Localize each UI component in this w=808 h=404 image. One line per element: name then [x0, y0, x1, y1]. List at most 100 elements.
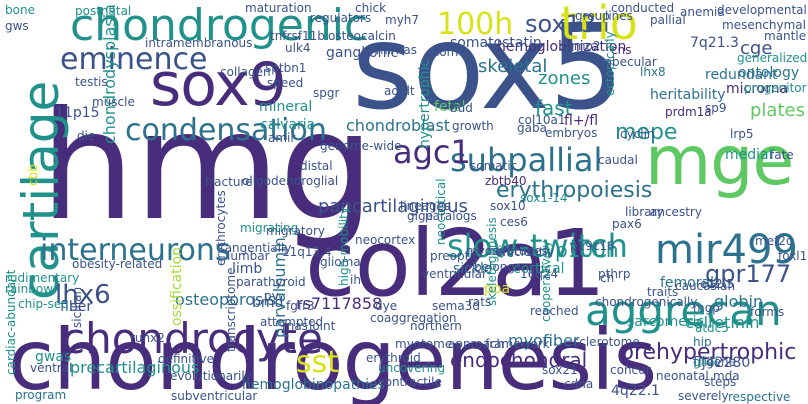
- word-glge: glge: [407, 209, 433, 223]
- word-mge: mge: [645, 122, 794, 201]
- word-forms: forms: [750, 305, 785, 319]
- word-interneurons: interneurons: [40, 233, 231, 268]
- word-chondrogenic: chondrogenic: [70, 0, 369, 51]
- word-calvaria: calvaria: [260, 117, 316, 133]
- word-testis: testis: [75, 75, 108, 89]
- word-ancestry: ancestry: [650, 205, 702, 219]
- word-chondrocyte: chondrocyte: [62, 314, 323, 363]
- word-sox5: sox5: [352, 0, 624, 136]
- word-7q21-3: 7q21.3: [690, 35, 739, 51]
- word-prdm1a: prdm1a: [665, 105, 712, 119]
- word-col10a1: col10a1: [518, 113, 566, 127]
- word-maturation: maturation: [245, 1, 312, 15]
- word-femoral: femoral: [660, 275, 714, 291]
- word-subpallial: subpallial: [450, 141, 603, 179]
- word-preoptic: preoptic: [430, 249, 480, 263]
- word-p100h: p100h: [555, 238, 619, 262]
- word-sox10: sox10: [490, 199, 526, 213]
- word-reached: reached: [530, 304, 579, 318]
- word-bmd: bmd: [252, 295, 284, 311]
- word-agc1: agc1: [393, 133, 471, 171]
- word-chick: chick: [355, 1, 387, 15]
- word-definitive: definitive: [158, 352, 215, 366]
- word-lrp5: lrp5: [730, 127, 754, 141]
- word-conducted: conducted: [611, 1, 675, 15]
- word-sox1-14: sox1-14: [520, 191, 568, 205]
- word-gene: gene: [706, 355, 736, 369]
- word-migrating: migrating: [240, 221, 299, 235]
- word-erythroid: erythroid: [366, 351, 421, 365]
- word-mir499: mir499: [655, 227, 798, 273]
- word-ganglionic: ganglionic: [326, 45, 399, 61]
- word-somatostatin: somatostatin: [450, 35, 542, 51]
- word-steps: steps: [704, 375, 737, 389]
- word-developmental: developmental: [717, 3, 807, 17]
- word-myotubes: myotubes: [488, 244, 548, 258]
- word-efficiently: efficiently: [495, 245, 555, 259]
- word-rnas: rnas: [282, 319, 308, 333]
- word-chondrogenesis: chondrogenesis: [8, 311, 657, 404]
- word-hmg: hmg: [40, 80, 374, 254]
- word-mef2c: mef2c: [755, 234, 793, 248]
- word-sarcomeric: sarcomeric: [627, 314, 705, 330]
- word-framework: framework: [485, 337, 550, 351]
- word-osteoporosis: osteoporosis: [175, 290, 277, 309]
- word-myotome: myotome: [395, 337, 453, 351]
- word-joint: joint: [309, 319, 336, 333]
- word-pthrp: pthrp: [598, 267, 631, 281]
- word-zones: zones: [538, 68, 591, 89]
- word-ulk4: ulk4: [285, 41, 311, 55]
- word-ontology: ontology: [738, 65, 800, 81]
- word-endochondral: endochondral: [450, 348, 588, 372]
- word-lineages: lineages: [400, 199, 451, 213]
- word-rainbow: rainbow: [5, 282, 53, 296]
- word-program: program: [15, 388, 67, 402]
- word-flj42280: flj42280: [693, 355, 751, 371]
- word-cns: cns: [611, 43, 632, 57]
- word-subventricular: subventricular: [171, 389, 258, 403]
- word-foxl1: foxl1: [778, 249, 808, 263]
- word-somatic: somatic: [470, 159, 518, 173]
- word-generalized: generalized: [737, 51, 808, 65]
- word-chip-seq: chip-seq: [18, 297, 69, 311]
- word-rats: rats: [468, 295, 492, 309]
- word-mgp: mgp: [693, 301, 720, 315]
- word-pax6: pax6: [612, 217, 642, 231]
- word-caudal: caudal: [598, 153, 638, 167]
- word-severely: severely: [678, 389, 729, 403]
- word-ventral: ventral: [30, 361, 73, 375]
- word-respective: respective: [728, 390, 791, 404]
- word-limb: limb: [232, 261, 263, 277]
- word-fracture: fracture: [205, 175, 253, 189]
- word-chondrogenically: chondrogenically: [595, 295, 698, 309]
- word-rudimentary: rudimentary: [5, 271, 80, 285]
- word-collagen: collagen: [220, 65, 271, 79]
- word-ch: ch: [600, 271, 615, 285]
- word-sicilian: sicilian: [70, 286, 84, 328]
- word-ces6: ces6: [500, 215, 528, 229]
- word-11p15: 11p15: [55, 105, 100, 121]
- word-runx2: runx2: [130, 331, 165, 345]
- word-bone: bone: [5, 3, 35, 17]
- word-zbtb40: zbtb40: [485, 174, 527, 188]
- word-16q24: 16q24: [520, 267, 559, 281]
- word-skeletogenesis: skeletogenesis: [485, 217, 499, 306]
- word-mda: mda: [713, 369, 740, 383]
- word-group: group: [575, 9, 610, 23]
- word-fgfr3: fgfr3: [286, 299, 315, 313]
- word-sp9: sp9: [705, 101, 727, 115]
- word-lhx8: lhx8: [640, 65, 666, 79]
- word-sclerotome: sclerotome: [573, 335, 640, 349]
- word-cge: cge: [740, 38, 773, 59]
- word-chondrodysplasia: chondrodysplasia: [100, 4, 119, 144]
- word-growth: growth: [452, 119, 494, 133]
- word-coaggregation: coaggregation: [370, 311, 457, 325]
- word-fast: fast: [535, 96, 573, 120]
- word-e12-5: e12.5: [700, 277, 735, 291]
- word-northern: northern: [410, 319, 462, 333]
- word-intramembranous: intramembranous: [145, 36, 253, 50]
- word-cyclin: cyclin: [620, 127, 655, 141]
- word-erythropoiesis: erythropoiesis: [496, 178, 653, 203]
- word-pallial: pallial: [650, 13, 686, 27]
- word-pv: pv: [264, 289, 279, 303]
